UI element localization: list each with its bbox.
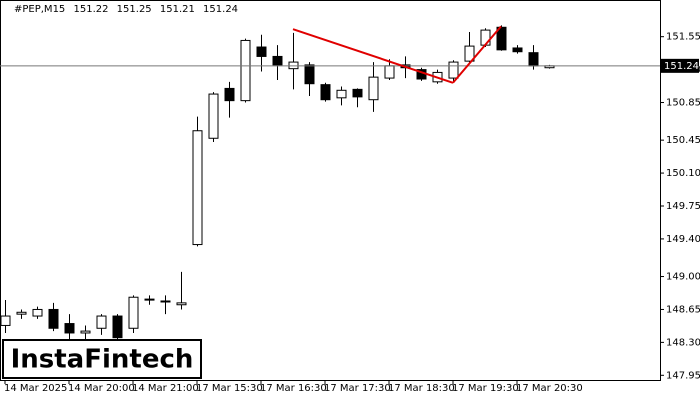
x-tick-label: 14 Mar 20:00 [68,383,135,394]
candle-body [0,315,11,326]
candle-body [224,87,235,102]
candle-body [192,130,203,246]
x-tick-label: 17 Mar 18:30 [388,383,455,394]
y-tick-label: 150.85 [666,98,700,109]
y-tick-label: 149.75 [666,201,700,212]
last-price-label: 151.24 [664,61,699,72]
candle-body [144,298,155,301]
y-tick-label: 149.00 [666,272,700,283]
candle-body [96,315,107,329]
candle-body [128,296,139,329]
ohlc-value: 151.25 [116,4,152,15]
candle-body [112,315,123,339]
last-price-box [661,58,699,73]
x-tick-label: 17 Mar 17:30 [324,383,391,394]
x-tick-label: 17 Mar 16:30 [260,383,327,394]
y-tick-label: 148.65 [666,304,700,315]
candle-body [176,302,187,306]
y-tick-label: 147.95 [666,370,700,381]
plot-frame [0,0,661,381]
pattern-line [292,28,454,84]
candle-body [16,311,27,315]
pattern-line [452,25,502,84]
ohlc-value: 151.24 [203,4,239,15]
candle-body [80,330,91,334]
x-tick-label: 17 Mar 19:30 [452,383,519,394]
x-tick-label: 17 Mar 15:30 [196,383,263,394]
candle-body [528,52,539,67]
candle-body [272,55,283,66]
candle-body [336,89,347,99]
watermark-box [2,339,202,379]
candle-body [64,323,75,334]
candle-body [304,64,315,85]
chart-header: #PEP,M15 151.22 151.25 151.21 151.24 [14,4,243,15]
candle-body [448,61,459,79]
x-tick-label: 17 Mar 20:30 [516,383,583,394]
candle-body [256,46,267,57]
candle-body [384,65,395,79]
candle-body [240,39,251,102]
candle-body [368,76,379,101]
y-tick-label: 150.45 [666,135,700,146]
candle-body [320,84,331,101]
y-tick-label: 150.10 [666,168,700,179]
candle-body [464,45,475,62]
ohlc-value: 151.22 [73,4,109,15]
watermark: InstaFintech [11,345,194,375]
y-tick-label: 149.40 [666,234,700,245]
candle-body [160,300,171,303]
x-tick-label: 14 Mar 2025 [4,383,67,394]
candle-body [480,29,491,46]
candle-body [512,47,523,53]
candle-body [352,88,363,98]
candle-body [208,93,219,139]
candle-body [48,308,59,329]
y-tick-label: 148.30 [666,337,700,348]
y-tick-label: 151.55 [666,32,700,43]
ohlc-value: 151.21 [159,4,195,15]
x-tick-label: 14 Mar 21:00 [132,383,199,394]
chart-title: #PEP,M15 [14,4,66,15]
candle-body [32,308,43,317]
